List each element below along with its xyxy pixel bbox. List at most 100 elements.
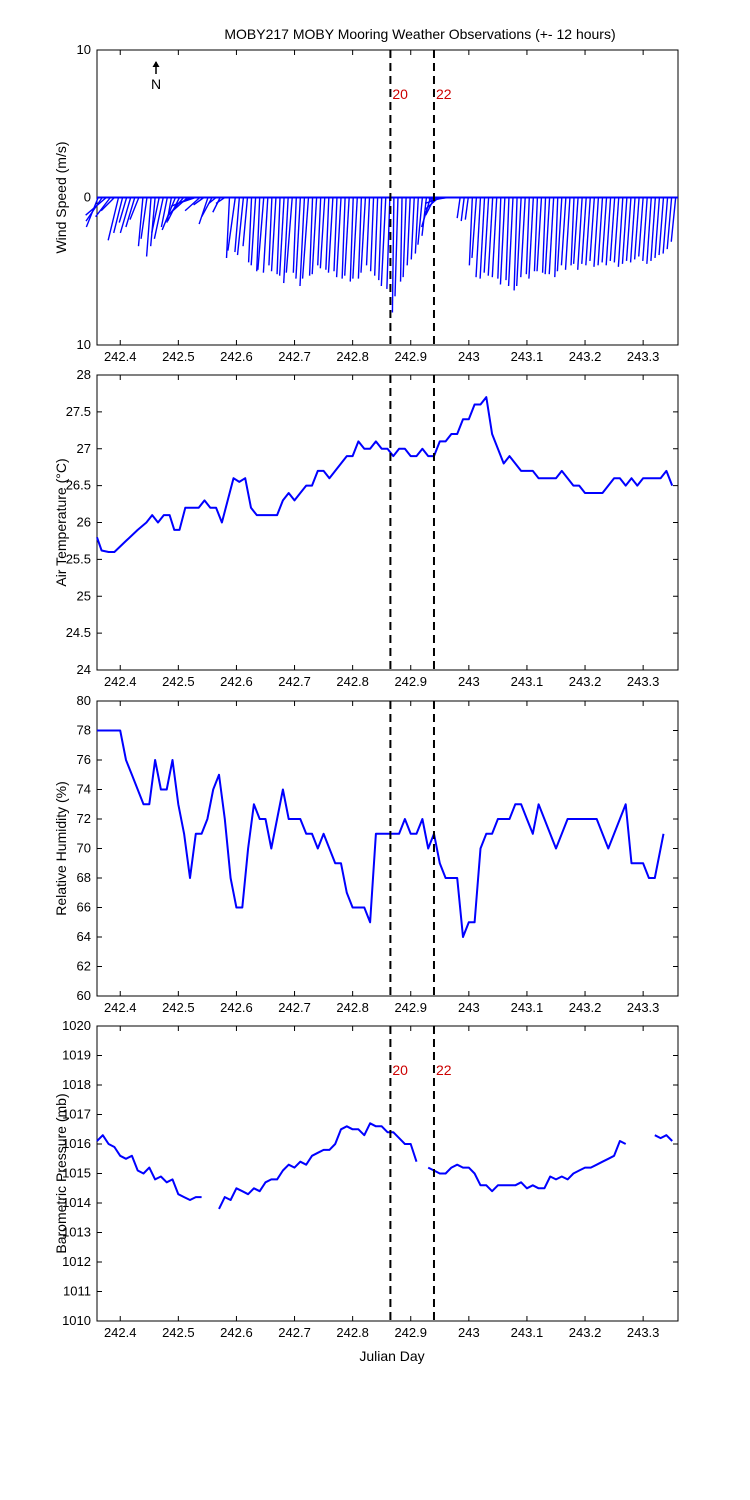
wind-vector	[373, 197, 379, 276]
x-tick-label: 243.2	[569, 674, 602, 689]
y-tick-label: 10	[77, 42, 91, 57]
x-tick-label: 242.6	[220, 1325, 253, 1340]
y-tick-label: 80	[77, 693, 91, 708]
wind-vector	[317, 197, 322, 266]
wind-vector	[487, 197, 494, 276]
x-tick-label: 243.1	[511, 1325, 544, 1340]
wind-vector	[278, 197, 285, 276]
x-tick-label: 242.9	[394, 1325, 427, 1340]
y-tick-label: 64	[77, 929, 91, 944]
wind-vector	[483, 197, 490, 273]
wind-vector	[270, 197, 277, 272]
wind-vector	[394, 197, 399, 297]
wind-vector	[585, 197, 591, 266]
wind-vector	[460, 197, 465, 222]
y-tick-label: 72	[77, 811, 91, 826]
wind-vector	[236, 197, 245, 256]
wind-vector	[533, 197, 539, 272]
plot-frame	[96, 700, 679, 997]
wind-vector	[242, 197, 249, 247]
y-axis-label: Wind Speed (m/s)	[53, 141, 69, 253]
y-tick-label: 24.5	[66, 625, 91, 640]
wind-vector	[406, 197, 411, 266]
y-tick-label: 70	[77, 841, 91, 856]
wind-vector	[193, 196, 205, 206]
plot-frame	[96, 1025, 679, 1322]
y-tick-label: 0	[84, 190, 91, 205]
wind-vector	[525, 197, 530, 275]
wind-vector	[262, 197, 269, 273]
x-tick-label: 242.8	[336, 1000, 369, 1015]
x-tick-label: 242.9	[394, 674, 427, 689]
wind-vector	[528, 197, 535, 279]
wind-vector	[234, 197, 241, 253]
wind-vector	[149, 197, 156, 247]
wind-vector	[250, 197, 257, 266]
x-tick-label: 243.2	[569, 1000, 602, 1015]
wind-vector	[658, 197, 665, 256]
y-tick-label: 27.5	[66, 404, 91, 419]
x-tick-label: 243.3	[627, 1325, 660, 1340]
x-tick-label: 242.7	[278, 1000, 311, 1015]
wind-vector	[471, 197, 478, 259]
wind-vector	[161, 197, 177, 231]
wind-vector	[414, 197, 419, 254]
y-tick-label: 25.5	[66, 551, 91, 566]
wind-vector	[365, 197, 371, 266]
wind-vector	[107, 197, 120, 241]
wind-vector	[292, 197, 297, 273]
wind-vector	[597, 197, 604, 266]
wind-speed-panel: 10 0 10 242.4 242.5 242.6 242.7 242.8 242.9 243 24…	[53, 42, 679, 364]
wind-vector	[177, 196, 196, 205]
y-tick-label: 74	[77, 782, 91, 797]
wind-vector	[268, 197, 273, 266]
x-tick-label: 242.4	[104, 674, 137, 689]
y-tick-label: 25	[77, 588, 91, 603]
plot-frame	[96, 374, 679, 671]
wind-vector	[369, 197, 375, 272]
wind-vector	[417, 197, 424, 245]
wind-vector	[85, 197, 103, 222]
wind-vector	[642, 197, 648, 261]
x-tick-label: 242.4	[104, 1000, 137, 1015]
wind-vector	[666, 197, 673, 250]
y-tick-label: 26.5	[66, 478, 91, 493]
wind-vector	[299, 197, 306, 287]
air-temperature-panel: 24 24.5 25 25.5 26 26.5 27 27.5 28 242.4 242.5 242.…	[53, 367, 679, 689]
x-tick-label: 242.9	[394, 1000, 427, 1015]
x-tick-label: 242.8	[336, 1325, 369, 1340]
wind-vector	[464, 197, 469, 220]
x-tick-label: 243.1	[511, 674, 544, 689]
wind-vector	[654, 197, 661, 259]
wind-vector	[119, 197, 132, 234]
wind-vector	[166, 197, 185, 218]
wind-vector	[491, 197, 498, 278]
wind-vector	[548, 197, 555, 275]
y-tick-label: 24	[77, 662, 91, 677]
wind-vector	[479, 197, 486, 279]
wind-vector	[301, 197, 310, 279]
marker-label-22: 22	[436, 86, 452, 102]
wind-vector	[319, 197, 326, 269]
wind-vector	[670, 197, 677, 242]
x-tick-label: 242.7	[278, 674, 311, 689]
wind-vector	[560, 197, 567, 266]
y-tick-label: 1012	[62, 1254, 91, 1269]
y-tick-label: 1013	[62, 1225, 91, 1240]
y-tick-label: 1011	[63, 1284, 91, 1299]
x-tick-label: 242.5	[162, 1000, 195, 1015]
wind-vector	[399, 197, 403, 282]
wind-vector	[137, 197, 144, 247]
wind-vector	[360, 197, 367, 273]
wind-vector	[153, 197, 164, 239]
wind-vector	[536, 197, 543, 272]
wind-vector	[198, 197, 209, 225]
x-tick-label: 243	[458, 349, 480, 364]
wind-vector	[225, 197, 231, 259]
relative-humidity-panel: 60 62 64 66 68 70 72 74 76 78 80 242.4 242.5 242.6 242…	[53, 693, 679, 1015]
x-tick-label: 243.3	[627, 1000, 660, 1015]
y-axis-label: Relative Humidity (%)	[53, 781, 69, 916]
wind-vector	[581, 197, 587, 264]
wind-vector	[609, 197, 616, 261]
wind-vector	[577, 197, 583, 270]
